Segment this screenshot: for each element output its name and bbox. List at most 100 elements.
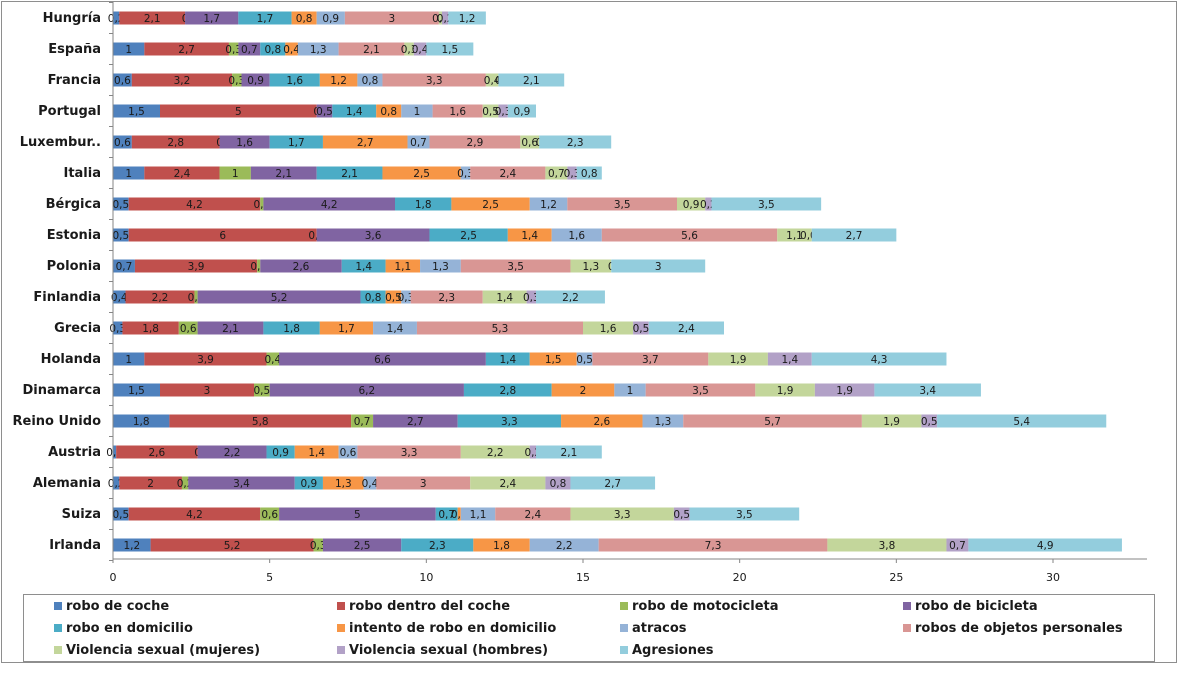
bar-segment <box>460 166 471 180</box>
bar-segment <box>921 414 938 428</box>
data-label: 0,5 <box>633 323 650 335</box>
data-label: 1,7 <box>203 13 220 25</box>
data-label: 3 <box>655 261 662 273</box>
bar-segment <box>376 104 402 118</box>
data-label: 0,9 <box>247 75 264 87</box>
bar-segment <box>551 383 615 397</box>
data-label: 1,5 <box>128 385 145 397</box>
bar-segment <box>122 321 179 335</box>
bar-segment <box>536 445 602 459</box>
bar-segment <box>351 414 374 428</box>
bar-segment <box>316 104 333 118</box>
data-label: 3 <box>204 385 211 397</box>
data-label: 2,1 <box>222 323 239 335</box>
bar-segment <box>269 135 323 149</box>
data-label: 7,3 <box>705 540 722 552</box>
data-label: 3,6 <box>365 230 382 242</box>
bar-segment <box>119 476 182 490</box>
legend-swatch <box>620 602 628 610</box>
bar-segment <box>777 228 812 242</box>
bar-segment <box>482 290 527 304</box>
bar-segment <box>134 259 258 273</box>
bar-segment <box>113 290 126 304</box>
legend-item: robo en domicilio <box>54 618 193 638</box>
data-label: 1,7 <box>338 323 355 335</box>
bar-segment <box>185 11 239 25</box>
bar-segment <box>238 11 292 25</box>
legend-label: robo de motocicleta <box>632 598 779 614</box>
data-label: 1 <box>125 168 132 180</box>
data-label: 0,8 <box>550 478 567 490</box>
data-label: 0,4 <box>283 44 300 56</box>
data-label: 1,4 <box>781 354 798 366</box>
legend-item: Agresiones <box>620 640 714 660</box>
bar-segment <box>460 445 530 459</box>
bar-segment <box>968 538 1122 552</box>
data-label: 0,3 <box>398 292 415 304</box>
bar-segment <box>144 42 229 56</box>
bar-segment <box>683 414 862 428</box>
category-label: Polonia <box>47 259 101 274</box>
data-label: 0,4 <box>362 478 379 490</box>
bar-segment <box>507 104 536 118</box>
data-label: 2,5 <box>482 199 499 211</box>
data-label: 2,1 <box>523 75 540 87</box>
data-label: 2,2 <box>562 292 579 304</box>
chart-frame: Hungría0,22,101,71,70,80,930,10,21,2Espa… <box>1 1 1177 663</box>
bar-segment <box>385 290 402 304</box>
data-label: 0,3 <box>228 75 245 87</box>
data-label: 3,3 <box>501 416 518 428</box>
data-label: 1,4 <box>387 323 404 335</box>
legend-label: Agresiones <box>632 642 714 658</box>
bar-segment <box>407 135 430 149</box>
bar-segment <box>601 228 778 242</box>
bar-segment <box>113 104 160 118</box>
bar-segment <box>677 197 706 211</box>
data-label: 2,2 <box>487 447 504 459</box>
bar-segment <box>254 383 270 397</box>
data-label: 5,3 <box>492 323 509 335</box>
data-label: 5,2 <box>271 292 288 304</box>
bar-segment <box>457 414 562 428</box>
bar-segment <box>113 445 117 459</box>
bar-segment <box>861 414 922 428</box>
data-label: 1,2 <box>330 75 347 87</box>
x-tick-label: 25 <box>889 571 903 584</box>
data-label: 1 <box>627 385 634 397</box>
legend-label: intento de robo en domicilio <box>349 620 557 636</box>
bar-segment <box>279 507 436 521</box>
data-label: 2,3 <box>429 540 446 552</box>
data-label: 0,3 <box>457 168 474 180</box>
data-label: 0,9 <box>683 199 700 211</box>
bar-segment <box>401 104 433 118</box>
bar-segment <box>470 476 546 490</box>
data-label: 5,4 <box>1013 416 1030 428</box>
data-label: 5,2 <box>224 540 241 552</box>
legend-swatch <box>337 624 345 632</box>
bar-segment <box>382 166 461 180</box>
legend-item: Violencia sexual (hombres) <box>337 640 548 660</box>
data-label: 0,4 <box>264 354 281 366</box>
bar-segment <box>319 321 374 335</box>
legend-label: robo en domicilio <box>66 620 193 636</box>
category-label: Finlandia <box>33 290 101 305</box>
bar-segment <box>705 197 712 211</box>
data-label: 0,7 <box>949 540 966 552</box>
legend-label: Violencia sexual (mujeres) <box>66 642 261 658</box>
data-label: 6 <box>219 230 226 242</box>
data-label: 1,9 <box>777 385 794 397</box>
data-label: 1,9 <box>836 385 853 397</box>
data-label: 5 <box>354 509 361 521</box>
bar-segment <box>648 321 724 335</box>
bar-segment <box>128 228 317 242</box>
data-label: 4,3 <box>871 354 888 366</box>
bar-segment <box>561 414 643 428</box>
bar-segment <box>125 290 195 304</box>
category-label: Portugal <box>38 104 101 119</box>
data-label: 1,4 <box>496 292 513 304</box>
data-label: 1,6 <box>600 323 617 335</box>
data-label: 2,4 <box>174 168 191 180</box>
data-label: 1,2 <box>123 540 140 552</box>
data-label: 0,9 <box>272 447 289 459</box>
bar-segment <box>529 538 599 552</box>
